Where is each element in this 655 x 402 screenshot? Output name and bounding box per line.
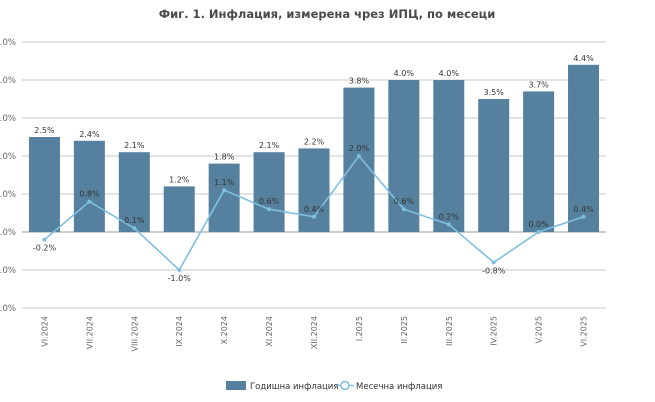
bar (343, 87, 375, 232)
monthly-data-label: 0.6% (394, 197, 415, 206)
y-tick-label: 3.0% (0, 114, 16, 124)
y-tick-label: 0.0% (0, 228, 16, 238)
monthly-data-label: -0.8% (482, 266, 506, 275)
bar (388, 80, 420, 232)
legend-label-annual: Годишна инфлация (250, 382, 338, 392)
x-tick-label: X.2024 (220, 316, 229, 344)
monthly-data-label: 0.2% (439, 212, 460, 221)
bar-data-label: 1.8% (214, 153, 235, 162)
y-tick-label: 5.0% (0, 38, 16, 48)
monthly-point (222, 188, 227, 193)
monthly-point (446, 222, 451, 227)
x-tick-label: VIII.2024 (130, 316, 139, 351)
bar (433, 80, 465, 232)
monthly-point (312, 214, 316, 219)
x-tick-label: III.2025 (445, 316, 454, 346)
x-tick-label: VI.2025 (580, 316, 589, 347)
monthly-point (267, 207, 272, 212)
y-axis-ticks: 5.0% 4.0% 3.0% 2.0% 1.0% 0.0% -1.0% -2.0% (0, 38, 16, 314)
bar (478, 99, 510, 232)
legend-swatch-monthly-marker (340, 380, 350, 391)
monthly-data-label: 0.4% (573, 205, 594, 214)
monthly-point (177, 268, 182, 272)
bar (523, 91, 555, 233)
monthly-point (42, 237, 47, 242)
x-tick-label: IX.2024 (175, 316, 184, 347)
bar-data-label: 2.5% (34, 126, 55, 135)
x-tick-label: XI.2024 (265, 316, 274, 347)
monthly-data-label: 0.4% (304, 205, 325, 214)
legend-label-monthly: Месечна инфлация (356, 382, 442, 392)
legend-swatch-annual (226, 381, 246, 390)
bar-data-label: 4.4% (573, 54, 594, 63)
monthly-data-label: 2.0% (349, 144, 370, 153)
bar (73, 140, 105, 232)
bar (298, 148, 330, 232)
y-tick-label: 2.0% (0, 152, 16, 162)
bar-data-label: 3.5% (484, 88, 505, 97)
y-tick-label: -2.0% (0, 304, 16, 314)
monthly-point (536, 230, 541, 234)
bar-data-label: 4.0% (394, 69, 415, 78)
x-tick-label: II.2025 (400, 316, 409, 344)
chart-title: Фиг. 1. Инфлация, измерена чрез ИПЦ, по … (159, 7, 496, 21)
monthly-data-label: 1.1% (214, 178, 235, 187)
bar-data-label: 2.1% (259, 141, 280, 150)
bar (163, 186, 195, 232)
bar (568, 64, 600, 232)
bar-data-label: 4.0% (439, 69, 460, 78)
monthly-point (581, 214, 586, 219)
y-tick-label: 4.0% (0, 76, 16, 86)
monthly-point (401, 207, 406, 212)
monthly-data-label: 0.8% (79, 190, 100, 199)
monthly-point (87, 199, 92, 204)
x-tick-label: XII.2024 (310, 316, 319, 349)
bar-data-label: 2.2% (304, 137, 325, 146)
x-tick-label: I.2025 (355, 316, 364, 341)
monthly-point (491, 260, 496, 265)
bar-data-label: 3.8% (349, 77, 370, 86)
bar-data-label: 3.7% (528, 80, 549, 89)
y-tick-label: 1.0% (0, 190, 16, 200)
monthly-data-label: 0.0% (528, 220, 549, 229)
bar (253, 152, 285, 232)
bar (118, 152, 150, 232)
monthly-point (356, 154, 361, 158)
bars-annual-inflation: 2.5% 2.4% 2.1% 1.2% 1.8% 2.1% 2.2% 3.8% 4.0% 4.0%… (28, 54, 600, 233)
x-tick-label: VII.2024 (85, 316, 94, 349)
monthly-data-label: 0.1% (124, 216, 145, 225)
legend: Годишна инфлация Месечна инфлация (226, 380, 442, 392)
x-axis-ticks: VI.2024 VII.2024 VIII.2024 IX.2024 X.2024 XI.… (40, 316, 588, 351)
x-tick-label: VI.2024 (40, 316, 49, 347)
bar (28, 137, 60, 232)
monthly-data-label: 0.6% (259, 197, 280, 206)
monthly-data-label: -0.2% (33, 244, 57, 253)
monthly-data-label: -1.0% (168, 274, 192, 283)
bar (208, 163, 240, 232)
bar-data-label: 1.2% (169, 175, 190, 184)
monthly-point (132, 226, 137, 231)
x-tick-label: V.2025 (535, 316, 544, 343)
line-monthly-inflation: -0.2% 0.8% 0.1% -1.0% 1.1% 0.6% 0.4% 2.0% 0.6% 0.… (33, 144, 594, 283)
bar-data-label: 2.4% (79, 130, 100, 139)
bar-data-label: 2.1% (124, 141, 145, 150)
y-tick-label: -1.0% (0, 266, 16, 276)
x-tick-label: IV.2025 (490, 316, 499, 346)
